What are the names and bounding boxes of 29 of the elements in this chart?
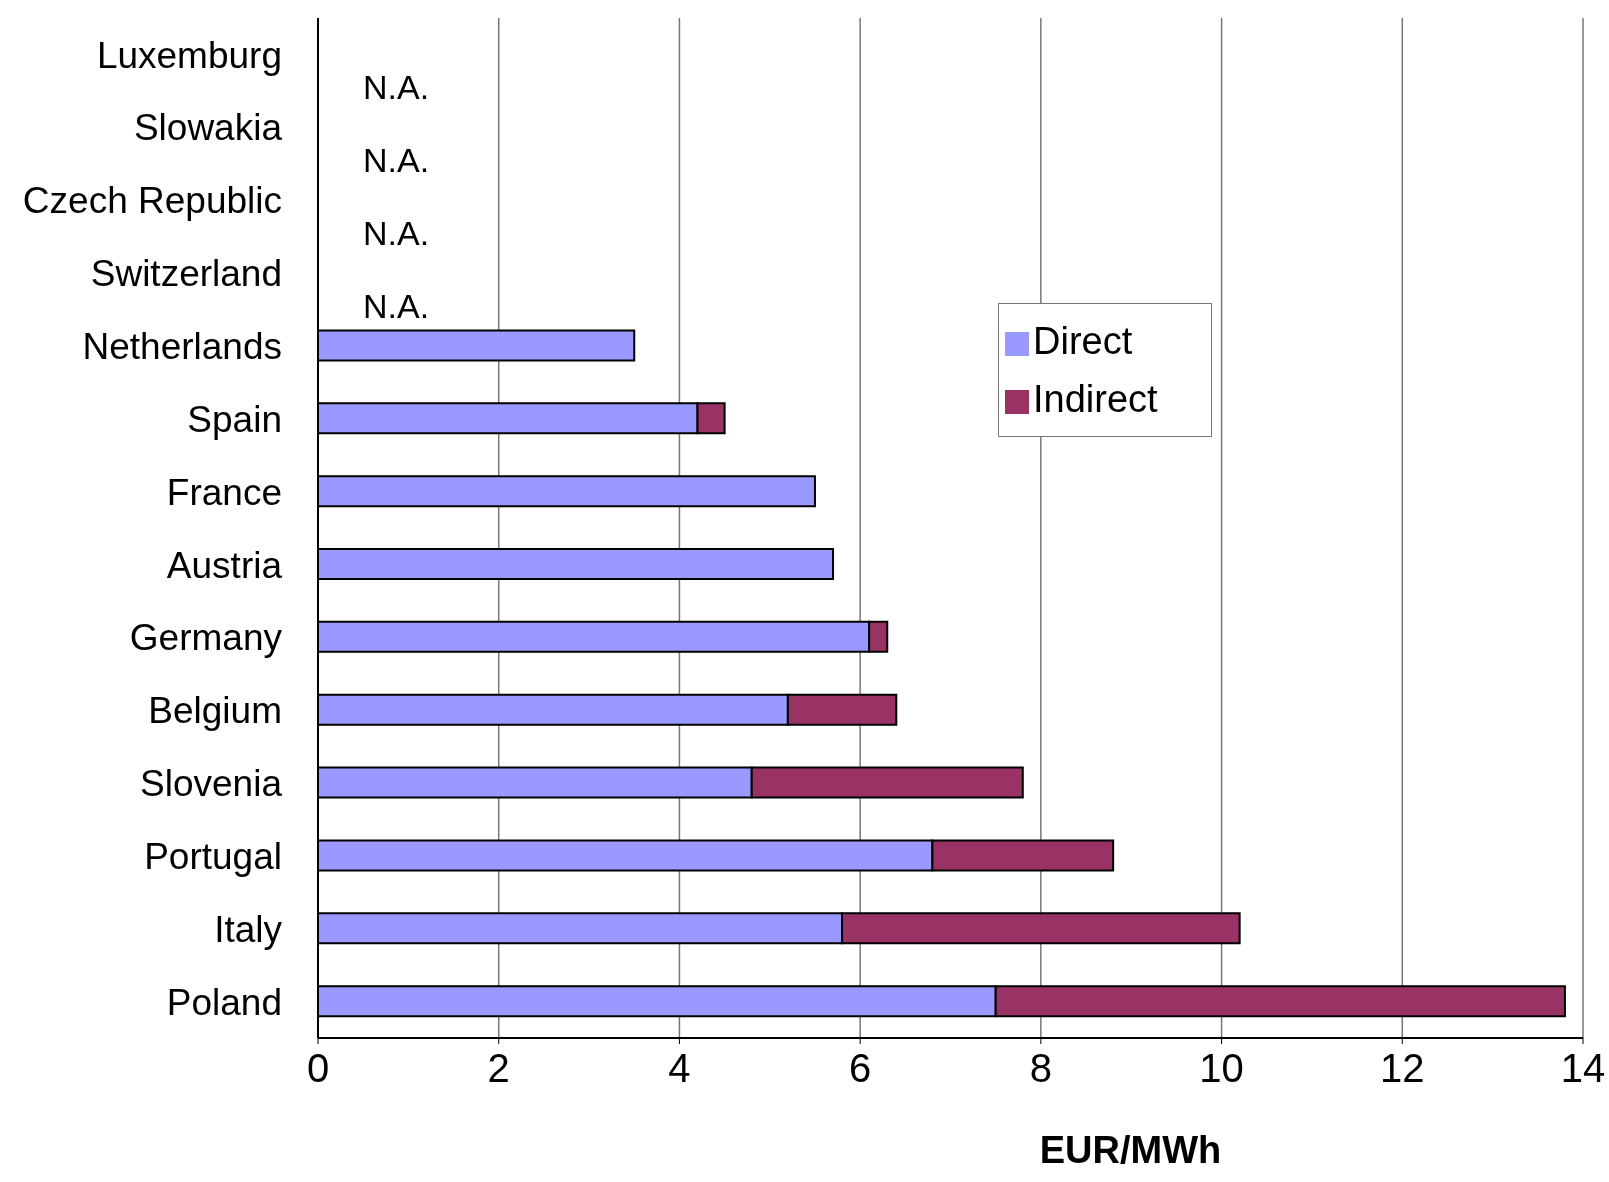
y-tick-label: Luxemburg [96,34,282,76]
y-tick-label: France [166,471,282,513]
x-tick-label: 12 [1380,1046,1425,1091]
y-tick-label: Czech Republic [22,180,282,222]
x-tick-label: 14 [1560,1046,1606,1091]
y-tick-label: Slovenia [140,763,283,805]
x-tick-label: 10 [1199,1046,1244,1091]
x-axis-title: EUR/MWh [1039,1129,1222,1171]
x-tick-label: 6 [849,1046,872,1091]
legend-label: Indirect [1033,378,1158,420]
annotation: N.A. [363,68,430,107]
y-tick-label: Netherlands [82,325,282,367]
y-tick-label: Spain [187,398,282,440]
legend-label: Direct [1033,320,1133,362]
x-tick-label: 0 [306,1046,330,1091]
y-tick-label: Poland [166,981,282,1023]
y-tick-label: Austria [166,544,283,586]
annotation: N.A. [363,141,430,180]
y-tick-label: Switzerland [90,253,282,295]
y-tick-label: Italy [214,908,283,950]
y-tick-label: Germany [129,617,283,659]
x-tick-label: 4 [668,1046,691,1091]
y-tick-label: Portugal [144,835,282,877]
x-tick-label: 2 [487,1046,510,1091]
annotation: N.A. [363,287,430,325]
x-tick-label: 8 [1029,1046,1052,1091]
y-tick-label: Belgium [148,690,282,732]
annotation: N.A. [363,214,430,253]
y-tick-label: Slowakia [133,107,283,149]
